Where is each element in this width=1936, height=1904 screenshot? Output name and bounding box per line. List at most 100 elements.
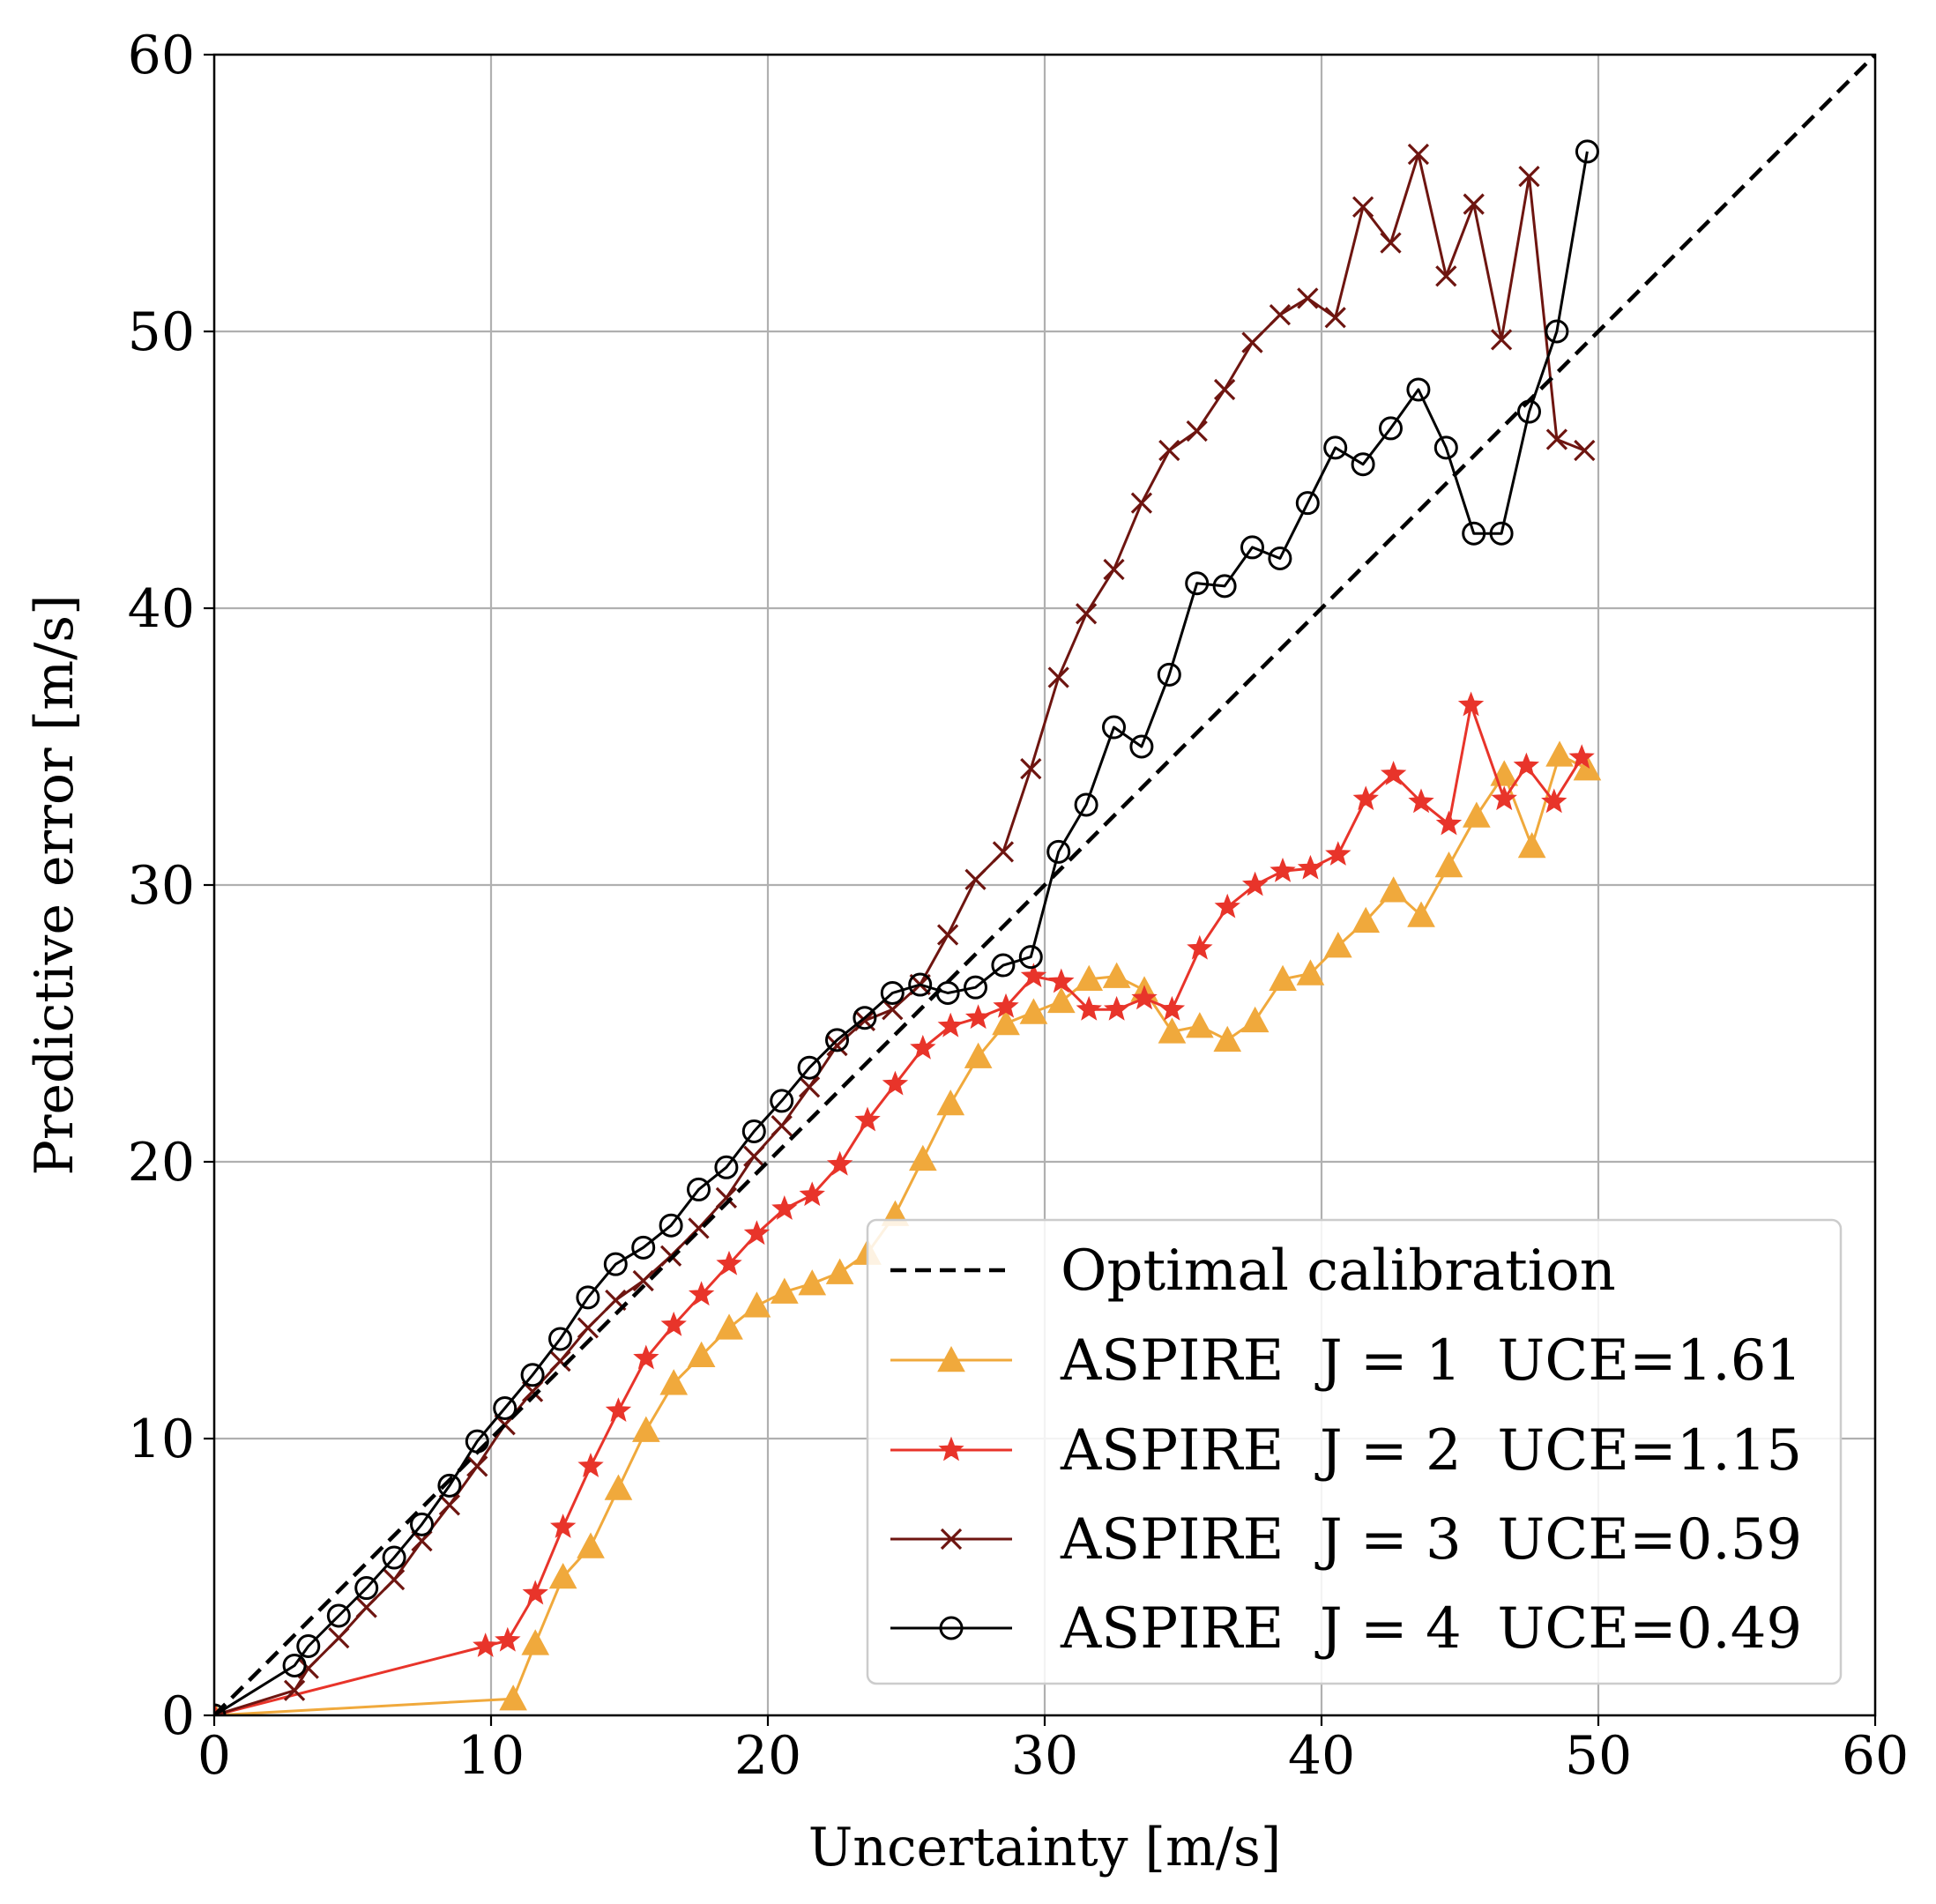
- data-point-j3: [283, 1679, 306, 1701]
- x-tick-label: 50: [1565, 1725, 1632, 1787]
- data-point-j3: [383, 1569, 406, 1591]
- legend-entry-j4: ASPIRE J = 4 UCE=0.49: [890, 1596, 1802, 1662]
- data-point-j3: [466, 1455, 488, 1477]
- data-point-j4: [1379, 416, 1403, 441]
- data-point-j3: [1324, 307, 1346, 329]
- data-point-j3: [1241, 331, 1263, 353]
- legend: Optimal calibration ASPIRE J = 1 UCE=1.61…: [866, 1218, 1843, 1685]
- data-point-j3: [1269, 304, 1292, 326]
- data-point-j4: [964, 975, 987, 1000]
- data-point-j1: [659, 1369, 689, 1395]
- series-line-optimal: [214, 55, 1875, 1715]
- data-point-j2: [1048, 968, 1075, 993]
- data-point-j2: [1214, 893, 1240, 919]
- data-point-j1: [1407, 901, 1435, 927]
- data-point-j2: [1408, 788, 1434, 814]
- y-tick-label: 0: [161, 1685, 195, 1747]
- data-point-j3: [771, 1115, 793, 1137]
- data-point-j1: [499, 1685, 527, 1711]
- data-point-j4: [631, 1235, 656, 1260]
- data-point-j2: [1270, 857, 1296, 882]
- data-point-j4: [1240, 535, 1264, 560]
- data-point-j2: [688, 1281, 715, 1306]
- data-point-j1: [1463, 801, 1491, 828]
- data-point-j1: [742, 1291, 771, 1318]
- data-point-j3: [1380, 232, 1402, 254]
- data-point-j4: [1323, 435, 1348, 460]
- y-tick-label: 60: [128, 25, 195, 86]
- data-point-j1: [1269, 964, 1297, 992]
- legend-marker: [938, 1436, 964, 1461]
- series-layer: [214, 55, 1875, 1715]
- data-point-j4: [1157, 662, 1181, 687]
- legend-label: ASPIRE J = 4 UCE=0.49: [1060, 1596, 1802, 1662]
- data-point-j4: [1545, 319, 1569, 344]
- data-point-j3: [521, 1380, 544, 1402]
- data-point-j3: [1186, 420, 1208, 443]
- data-point-j4: [282, 1653, 307, 1677]
- x-tick-label: 20: [734, 1725, 801, 1787]
- data-point-j4: [687, 1177, 711, 1201]
- data-point-j1: [632, 1416, 660, 1442]
- data-point-j4: [1018, 945, 1043, 970]
- data-point-j4: [1575, 139, 1599, 164]
- data-point-j1: [1213, 1025, 1242, 1052]
- data-point-j2: [1491, 785, 1517, 811]
- data-point-j1: [1102, 962, 1131, 988]
- data-point-j3: [355, 1596, 377, 1618]
- data-point-j4: [1433, 435, 1458, 460]
- data-point-j2: [1187, 934, 1213, 960]
- data-point-j2: [605, 1397, 632, 1423]
- data-point-j4: [797, 1055, 822, 1080]
- data-point-j3: [1407, 143, 1430, 166]
- data-point-j4: [1268, 546, 1292, 570]
- data-point-j1: [1434, 851, 1463, 878]
- data-point-j3: [549, 1350, 571, 1372]
- data-point-j2: [1352, 785, 1379, 811]
- data-point-j2: [473, 1633, 499, 1657]
- data-point-j3: [1158, 439, 1180, 462]
- x-tick-label: 40: [1288, 1725, 1355, 1787]
- data-point-j1: [1158, 1017, 1187, 1044]
- data-point-j1: [577, 1532, 605, 1558]
- data-point-j2: [716, 1250, 742, 1276]
- data-point-j3: [1297, 287, 1319, 309]
- data-point-j4: [659, 1213, 683, 1238]
- data-point-j3: [1103, 558, 1125, 581]
- data-point-j1: [715, 1313, 743, 1340]
- data-point-j4: [714, 1155, 739, 1179]
- data-point-j1: [1545, 740, 1574, 767]
- y-tick-label: 50: [128, 301, 195, 363]
- data-point-j1: [687, 1341, 716, 1368]
- data-point-j3: [1574, 439, 1596, 462]
- data-point-j3: [1435, 265, 1457, 287]
- data-point-j4: [825, 1028, 849, 1052]
- x-axis-label: Uncertainty [m/s]: [808, 1817, 1282, 1878]
- data-point-j2: [882, 1070, 909, 1096]
- series-j4: [214, 139, 1599, 1715]
- data-point-j2: [1020, 963, 1047, 988]
- legend-entry-optimal: Optimal calibration: [890, 1238, 1616, 1304]
- data-point-j4: [880, 980, 905, 1005]
- data-point-j3: [715, 1186, 738, 1209]
- series-j2: [214, 691, 1595, 1715]
- data-point-j3: [798, 1076, 821, 1098]
- y-tick-label: 20: [128, 1132, 195, 1194]
- data-point-j2: [1103, 995, 1130, 1021]
- data-point-j1: [936, 1090, 965, 1116]
- data-point-j1: [604, 1474, 633, 1500]
- data-point-j4: [437, 1473, 462, 1498]
- legend-marker: [940, 1528, 963, 1551]
- data-point-j4: [548, 1327, 572, 1351]
- data-point-j1: [1047, 986, 1076, 1014]
- data-point-j2: [910, 1034, 936, 1060]
- data-point-j2: [1541, 788, 1567, 814]
- data-point-j4: [1406, 377, 1431, 402]
- data-point-j3: [577, 1317, 599, 1339]
- data-point-j3: [1213, 378, 1236, 401]
- data-point-j4: [1185, 571, 1210, 596]
- legend-label: ASPIRE J = 1 UCE=1.61: [1060, 1328, 1802, 1394]
- series-j1: [214, 740, 1602, 1715]
- data-point-j2: [522, 1580, 548, 1605]
- legend-marker: [939, 1616, 964, 1640]
